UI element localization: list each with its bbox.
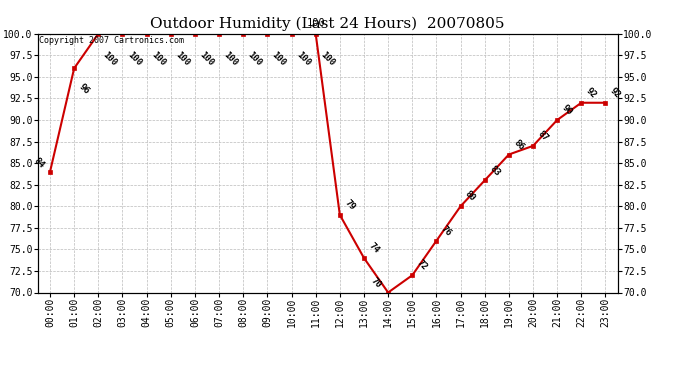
Text: 70: 70 [368,276,382,290]
Text: 80: 80 [464,189,477,204]
Text: 79: 79 [343,198,357,212]
Text: 100: 100 [295,50,312,68]
Text: 74: 74 [367,241,381,255]
Text: 100: 100 [246,50,264,68]
Text: 100: 100 [150,50,167,68]
Text: 87: 87 [536,129,550,143]
Text: Copyright 2007 Cartronics.com: Copyright 2007 Cartronics.com [39,36,184,45]
Text: 84: 84 [32,156,46,170]
Text: 72: 72 [415,258,429,273]
Text: 83: 83 [488,164,502,178]
Text: 100: 100 [198,50,215,68]
Text: 100: 100 [222,50,239,68]
Title: Outdoor Humidity (Last 24 Hours)  20070805: Outdoor Humidity (Last 24 Hours) 2007080… [150,17,505,31]
Text: 100: 100 [126,50,143,68]
Text: 86: 86 [512,138,526,152]
Text: 100: 100 [306,18,325,28]
Text: 96: 96 [77,82,91,96]
Text: 90: 90 [560,103,574,117]
Text: 100: 100 [270,50,288,68]
Text: 100: 100 [319,50,336,68]
Text: 100: 100 [174,50,191,68]
Text: 76: 76 [440,224,453,238]
Text: 92: 92 [609,86,622,100]
Text: 92: 92 [584,86,598,100]
Text: 100: 100 [101,50,119,68]
